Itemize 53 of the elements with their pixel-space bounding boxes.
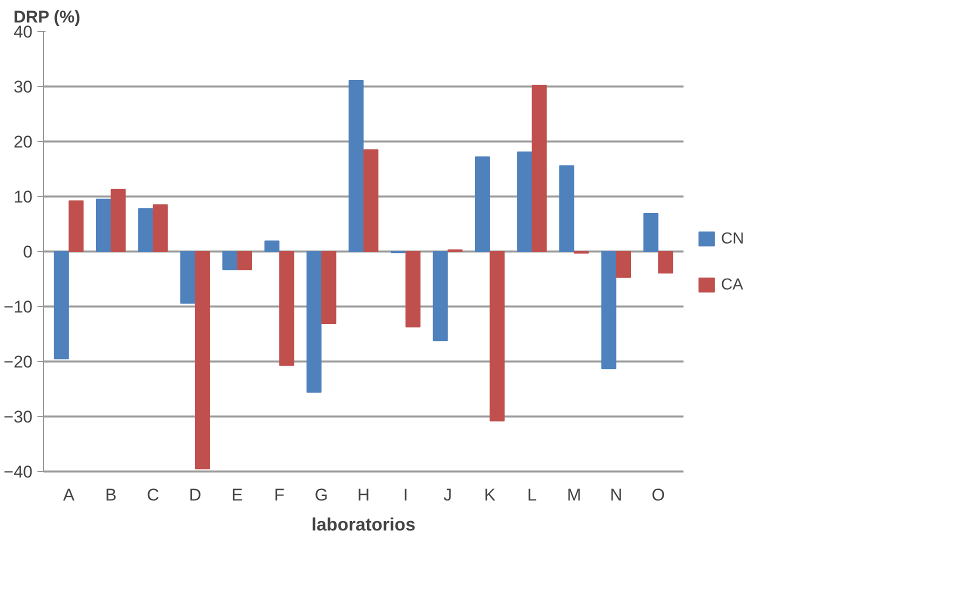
bar: [68, 200, 84, 252]
x-tick-label: A: [63, 486, 76, 504]
x-tick-label: M: [566, 486, 582, 504]
x-tick-label: G: [314, 486, 328, 504]
bar: [138, 208, 154, 252]
y-tick-label: −40: [4, 462, 33, 482]
bar: [321, 251, 336, 324]
bar: [180, 251, 196, 304]
bar: [517, 151, 532, 252]
bar: [110, 188, 126, 252]
x-tick-label: K: [484, 486, 496, 504]
y-tick-label: 10: [14, 188, 33, 206]
bar: [474, 156, 490, 252]
y-tick-label: 20: [14, 132, 33, 152]
bar: [279, 251, 294, 366]
bar: [658, 251, 674, 274]
bar: [601, 251, 616, 370]
bar: [194, 251, 210, 470]
bar: [643, 213, 658, 252]
y-tick-label: 30: [14, 78, 33, 96]
bar: [152, 204, 168, 252]
x-tick-label: E: [232, 486, 243, 504]
bar: [306, 251, 322, 393]
x-tick-label: H: [357, 486, 370, 504]
bar: [432, 251, 448, 342]
bar: [405, 251, 420, 328]
y-tick-label: −30: [4, 408, 33, 426]
x-tick-label: D: [188, 486, 202, 504]
x-tick-label: I: [403, 486, 408, 504]
y-tick-label: −10: [4, 298, 33, 316]
bar: [348, 80, 364, 252]
bar: [96, 198, 111, 252]
bar: [363, 149, 378, 252]
x-tick-label: N: [610, 486, 622, 504]
bar: [532, 84, 547, 252]
x-tick-label: L: [527, 486, 537, 504]
legend-label: CA: [721, 276, 744, 294]
x-axis-title: laboratorios: [311, 514, 416, 534]
x-tick-label: O: [652, 486, 665, 504]
x-tick-label: F: [274, 486, 284, 504]
x-tick-label: C: [146, 486, 160, 504]
y-tick-label: 0: [23, 242, 33, 262]
bar: [490, 251, 505, 422]
x-tick-label: B: [105, 486, 117, 504]
x-tick-label: J: [443, 486, 452, 504]
y-tick-label: −20: [4, 352, 33, 372]
bar: [237, 251, 252, 270]
bar: [264, 240, 280, 252]
bar: [559, 165, 574, 252]
legend-label: CN: [721, 230, 744, 248]
bar: [616, 251, 631, 278]
bar: [54, 251, 69, 360]
bar: [222, 251, 238, 270]
